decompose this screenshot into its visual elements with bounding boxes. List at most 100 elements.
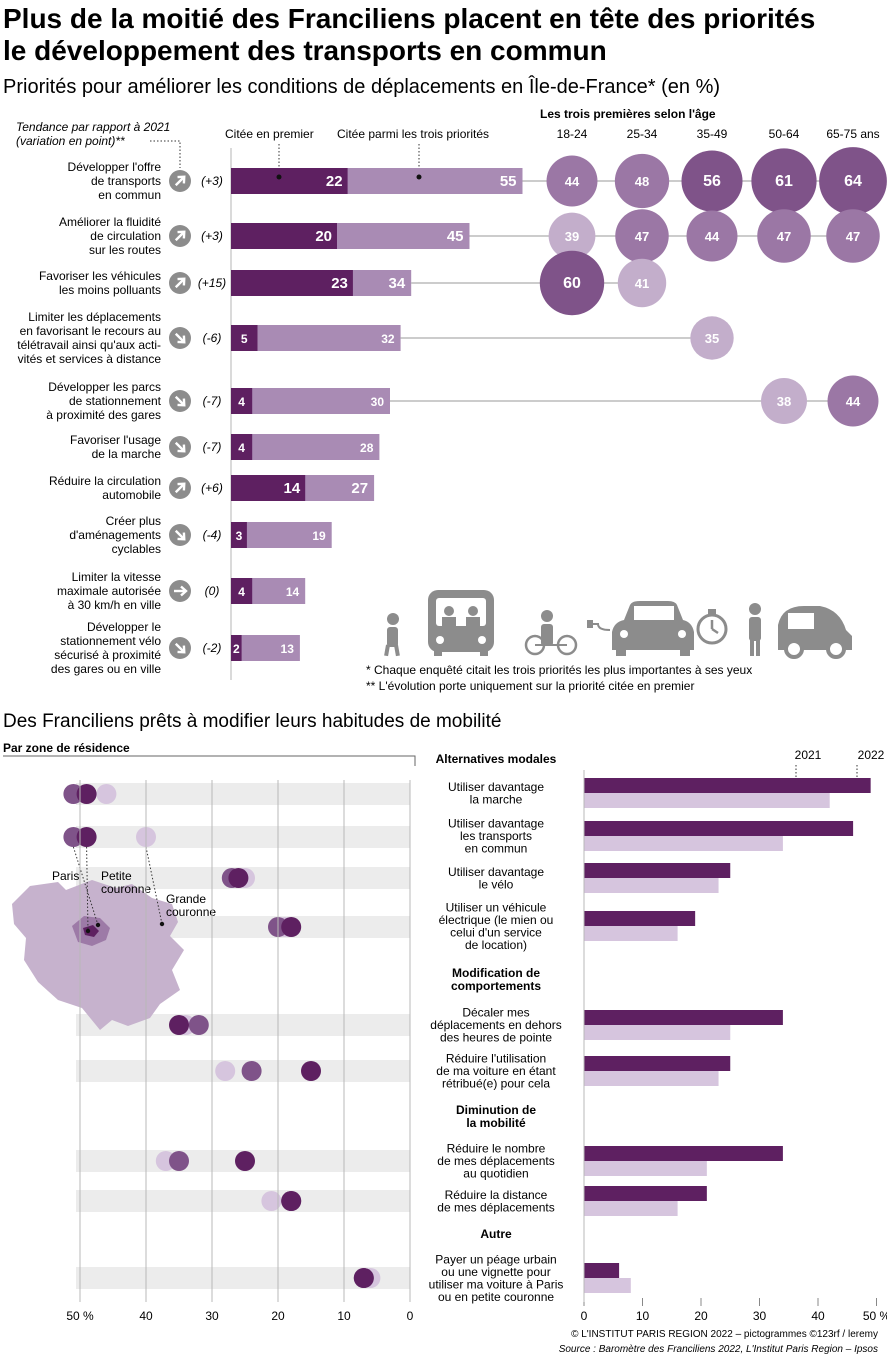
row-band <box>76 1014 410 1036</box>
priority-label: télétravail ainsi qu'aux acti- <box>17 338 161 352</box>
credits: © L'INSTITUT PARIS REGION 2022 – pictogr… <box>571 1329 878 1340</box>
stopwatch-icon <box>696 609 728 645</box>
bar-first <box>231 223 337 249</box>
bar-2021 <box>584 1201 678 1216</box>
mobility-item-label: des heures de pointe <box>440 1031 552 1045</box>
age-bubble-value: 56 <box>703 173 721 190</box>
bar-2021 <box>584 878 719 893</box>
age-bubble <box>757 209 811 263</box>
trend-arrow-icon <box>169 436 191 458</box>
bar-2022 <box>584 1010 783 1025</box>
bar-2022 <box>584 863 731 878</box>
dot-paris <box>169 1015 189 1035</box>
group-header: Modification de <box>452 966 540 980</box>
main-title-line-1: Plus de la moitié des Franciliens placen… <box>3 3 815 34</box>
value-top-three: 28 <box>360 441 374 455</box>
priority-label: de stationnement <box>69 394 162 408</box>
mobility-item-label: le vélo <box>479 877 514 891</box>
priority-label: en favorisant le recours au <box>20 324 161 338</box>
priority-label: en commun <box>98 188 161 202</box>
mobility-item-label: utiliser ma voiture à Paris <box>429 1277 564 1291</box>
dot-paris <box>301 1061 321 1081</box>
car-sharing-icon <box>749 603 852 659</box>
mobility-item-label: de location) <box>465 938 527 952</box>
bar-first <box>231 522 247 548</box>
trend-value: (+3) <box>201 229 223 243</box>
trend-value: (-2) <box>203 641 222 655</box>
age-bubble-value: 61 <box>775 173 793 190</box>
value-first: 22 <box>326 173 343 190</box>
mobility-item-label: de ma voiture en étant <box>436 1064 556 1078</box>
value-top-three: 19 <box>312 529 326 543</box>
mobility-item-label: Utiliser davantage <box>448 780 544 794</box>
x-tick-label: 50 % <box>863 1309 887 1323</box>
group-header: Alternatives modales <box>436 752 557 766</box>
bar-2021 <box>584 1025 731 1040</box>
dot-grande <box>215 1061 236 1081</box>
chart-1-title: Priorités pour améliorer les conditions … <box>3 75 720 98</box>
priority-label: des gares ou en ville <box>51 662 161 676</box>
mobility-item-label: Utiliser davantage <box>448 865 544 879</box>
priority-label: sur les routes <box>89 243 161 257</box>
age-bubble <box>690 316 734 360</box>
priority-label: Favoriser l'usage <box>70 433 161 447</box>
value-first: 4 <box>238 585 245 599</box>
x-tick-label: 20 <box>694 1309 708 1323</box>
x-tick-label: 0 <box>407 1309 414 1323</box>
mobility-item-label: Réduire la distance <box>445 1188 548 1202</box>
trend-arrow-icon <box>169 327 191 349</box>
zone-panel-title: Par zone de résidence <box>3 741 130 755</box>
mobility-item-label: de mes déplacements <box>437 1200 554 1214</box>
footnote-2: ** L'évolution porte uniquement sur la p… <box>366 679 694 693</box>
trend-value: (+6) <box>201 481 223 495</box>
priority-label: vités et services à distance <box>18 352 162 366</box>
year-2022-label: 2022 <box>858 748 885 762</box>
age-bubble <box>819 147 887 215</box>
zone-marker <box>159 921 165 927</box>
row-band <box>76 783 410 805</box>
priority-label: d'aménagements <box>69 528 161 542</box>
mobility-item-label: celui d'un service <box>450 925 542 939</box>
trend-value: (-7) <box>203 394 222 408</box>
priority-label: Réduire la circulation <box>49 474 161 488</box>
footnote-1: * Chaque enquêté citait les trois priori… <box>366 663 752 677</box>
bar-2022 <box>584 1056 731 1071</box>
dot-paris <box>281 917 302 937</box>
bus-icon <box>428 590 494 656</box>
priority-label: à 30 km/h en ville <box>68 598 162 612</box>
bar-first <box>231 578 253 604</box>
priority-label: stationnement vélo <box>60 634 161 648</box>
trend-arrow-icon <box>169 637 191 659</box>
mobility-item-label: Utiliser un véhicule <box>446 900 547 914</box>
trend-header-line-1: Tendance par rapport à 2021 <box>16 120 170 134</box>
paris-area <box>83 925 99 937</box>
zone-marker <box>85 928 91 934</box>
group-header: Diminution de <box>456 1103 536 1117</box>
bar-first <box>231 388 253 414</box>
value-top-three: 27 <box>351 480 368 497</box>
zone-label: couronne <box>101 882 151 896</box>
zone-label: Paris <box>52 869 79 883</box>
age-header: Les trois premières selon l'âge <box>540 107 716 121</box>
value-first: 23 <box>331 275 348 292</box>
age-bubble-value: 41 <box>635 276 649 291</box>
age-group-header: 25-34 <box>627 127 658 141</box>
priority-label: de la marche <box>92 447 162 461</box>
x-tick-label: 30 <box>753 1309 767 1323</box>
trend-value: (+15) <box>198 276 226 290</box>
x-tick-label: 30 <box>205 1309 219 1323</box>
zone-label: Petite <box>101 869 132 883</box>
priority-label: Améliorer la fluidité <box>59 215 161 229</box>
bar-top-three <box>231 434 380 460</box>
bar-2022 <box>584 1146 783 1161</box>
age-bubble-value: 44 <box>846 394 861 409</box>
age-bubble-value: 39 <box>565 229 579 244</box>
year-2021-label: 2021 <box>795 748 822 762</box>
value-first: 5 <box>241 332 248 346</box>
source: Source : Baromètre des Franciliens 2022,… <box>559 1344 878 1355</box>
bar-2021 <box>584 836 783 851</box>
dot-petite <box>241 1061 262 1081</box>
value-first: 4 <box>238 395 245 409</box>
mobility-item-label: ou en petite couronne <box>438 1290 554 1304</box>
trend-value: (-6) <box>203 331 222 345</box>
